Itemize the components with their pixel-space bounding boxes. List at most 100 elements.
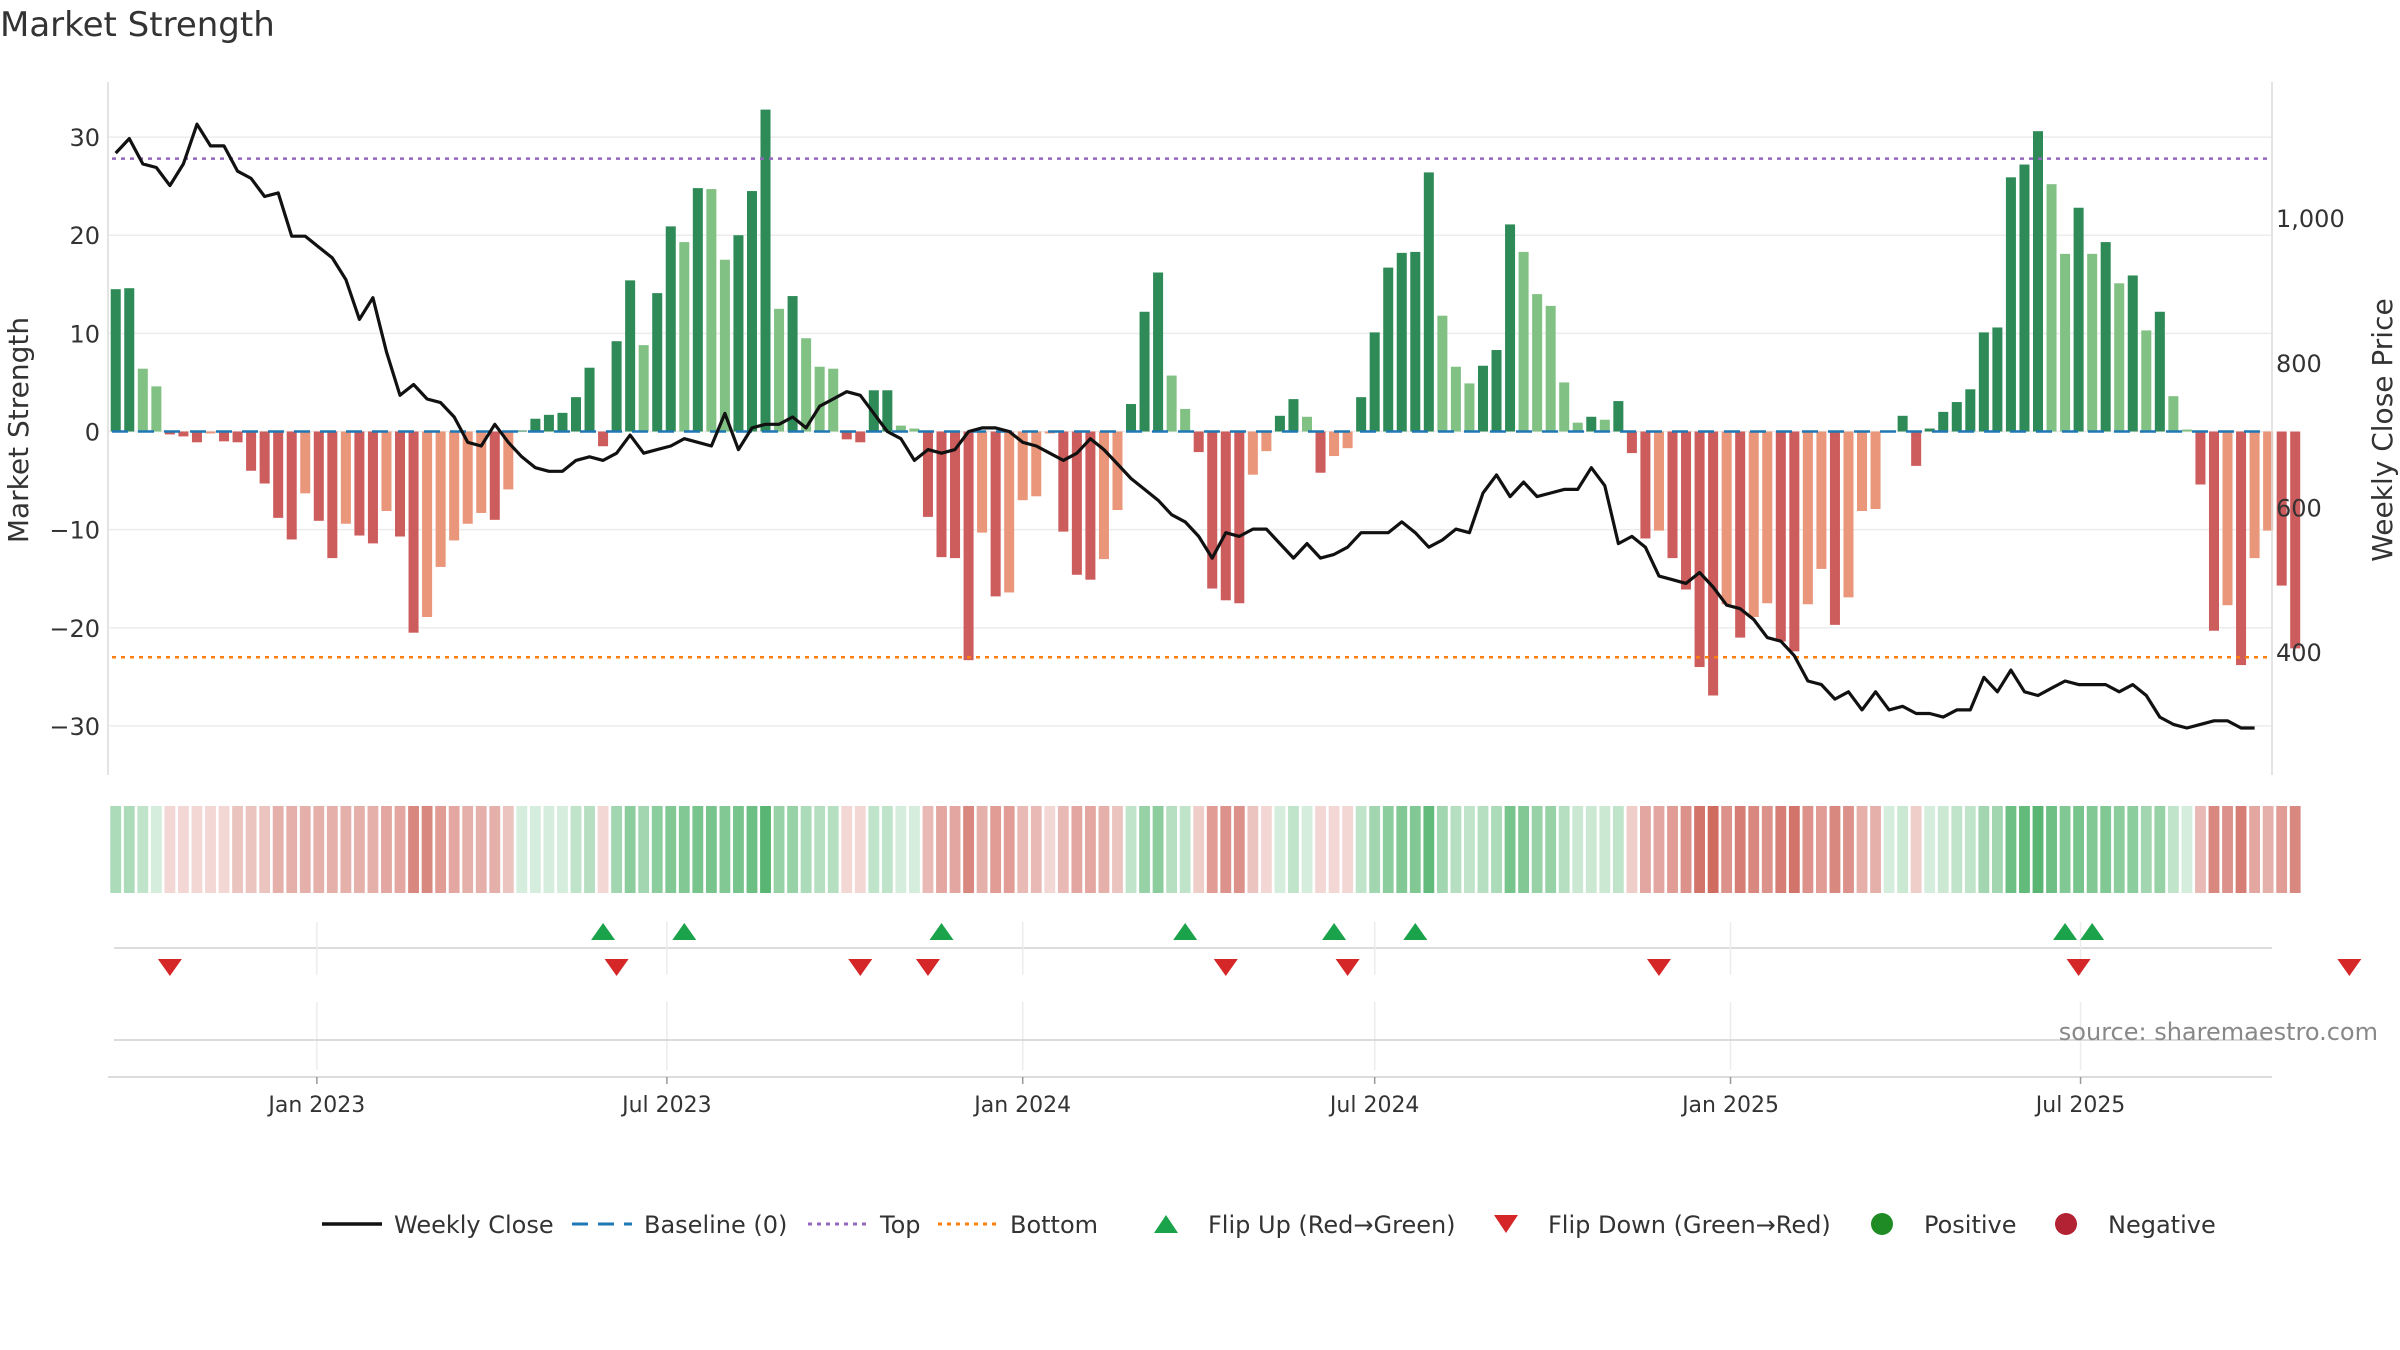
strength-bar [1775, 431, 1786, 642]
heat-cell [2073, 806, 2085, 893]
strength-bar [1126, 404, 1137, 432]
heat-cell [2046, 806, 2057, 893]
strength-bar [2087, 253, 2098, 432]
heat-cell [557, 806, 568, 893]
strength-bar [1789, 431, 1800, 652]
heat-cell [1139, 806, 1150, 893]
heat-cell [218, 806, 230, 893]
y-right-tick-label: 1,000 [2276, 205, 2345, 233]
strength-bar [1748, 431, 1759, 617]
strength-bar [489, 431, 500, 520]
strength-bar [178, 431, 189, 437]
x-axis: Jan 2023 Jul 2023 Jan 2024 Jul 2024 Jan 2025… [108, 1076, 2272, 1118]
strength-bar [557, 412, 568, 432]
heat-cell [651, 806, 663, 893]
strength-bar [1938, 411, 1949, 432]
strength-bar [408, 431, 419, 633]
legend-negative-label: Negative [2108, 1211, 2216, 1239]
strength-bar [1085, 431, 1096, 580]
y-left-tick-label: 30 [69, 124, 100, 152]
legend-flip-down-label: Flip Down (Green→Red) [1548, 1211, 1831, 1239]
heat-cell [1870, 806, 1881, 893]
heat-cell [1734, 806, 1746, 893]
heat-cell [2005, 806, 2017, 893]
strength-bar [1207, 431, 1218, 589]
strength-bar [530, 418, 541, 432]
heat-cell [1247, 806, 1259, 893]
y-axis-right-label: Weekly Close Price [2366, 298, 2399, 561]
heat-cell [1612, 806, 1624, 893]
strength-bar [774, 308, 785, 432]
strength-bar [2249, 431, 2260, 559]
heat-cell [1558, 806, 1570, 893]
heat-cell [2289, 806, 2301, 893]
strength-bar [679, 242, 690, 432]
flip-markers [114, 922, 2362, 1070]
heat-cell [2019, 806, 2030, 893]
legend-flip-up-label: Flip Up (Red→Green) [1208, 1211, 1456, 1239]
strength-bar [1261, 431, 1272, 452]
strength-bar [1329, 431, 1340, 457]
heat-cell [367, 806, 379, 893]
heat-cell [827, 806, 839, 893]
heat-cell [854, 806, 866, 893]
legend-flip-down-swatch [1494, 1215, 1518, 1233]
legend-baseline-label: Baseline (0) [644, 1211, 787, 1239]
heat-cell [2195, 806, 2206, 893]
strength-bar [1545, 305, 1556, 432]
strength-bar [395, 431, 406, 537]
heat-cell [733, 806, 744, 893]
legend-bottom-label: Bottom [1010, 1211, 1098, 1239]
heat-cell [1057, 806, 1069, 893]
x-tick-label: Jul 2024 [1328, 1093, 1420, 1118]
heat-cell [1640, 806, 1651, 893]
strength-bar [2005, 177, 2016, 432]
heat-cell [1382, 806, 1394, 893]
heat-cell [1206, 806, 1218, 893]
strength-bar [313, 431, 324, 521]
heat-cell [2276, 806, 2288, 893]
heat-cell [326, 806, 338, 893]
strength-bar [110, 289, 121, 432]
heat-cell [381, 806, 392, 893]
heat-cell [1423, 806, 1435, 893]
strength-bar [2060, 253, 2071, 432]
heat-cell [1707, 806, 1719, 893]
heat-cell [1030, 806, 1042, 893]
flip-up-marker [1322, 923, 1347, 940]
heat-cell [1098, 806, 1110, 893]
legend-positive-swatch [1871, 1213, 1893, 1235]
heat-cell [2140, 806, 2152, 893]
strength-bar [124, 288, 135, 432]
strength-bar [1288, 399, 1299, 432]
strength-bar [1518, 251, 1529, 432]
heat-cell [936, 806, 947, 893]
strength-bar [476, 431, 487, 513]
heat-cell [705, 806, 717, 893]
strength-bar [462, 431, 473, 524]
heat-cell [1788, 806, 1800, 893]
heat-cell [1518, 806, 1530, 893]
heat-cell [1802, 806, 1814, 893]
legend-negative-swatch [2055, 1213, 2077, 1235]
strength-bar [977, 431, 988, 533]
heat-cell [110, 806, 122, 893]
strength-bar [1829, 431, 1840, 625]
heat-cell [570, 806, 582, 893]
heat-cell [2222, 806, 2233, 893]
reference-lines [112, 157, 2268, 659]
y-left-tick-label: 0 [85, 419, 100, 447]
heat-cell [2167, 806, 2179, 893]
y-left-tick-label: 20 [69, 222, 100, 250]
flip-up-marker [2080, 923, 2105, 940]
heat-cell [394, 806, 406, 893]
heat-cell [922, 806, 934, 893]
strength-bar [1247, 431, 1258, 475]
strength-bar [1166, 375, 1177, 432]
x-tick-label: Jul 2023 [620, 1093, 712, 1118]
strength-bar [1870, 431, 1881, 510]
heat-cell [1288, 806, 1299, 893]
heat-cell [1843, 806, 1854, 893]
heat-cell [1369, 806, 1381, 893]
strength-bar [1058, 431, 1069, 532]
